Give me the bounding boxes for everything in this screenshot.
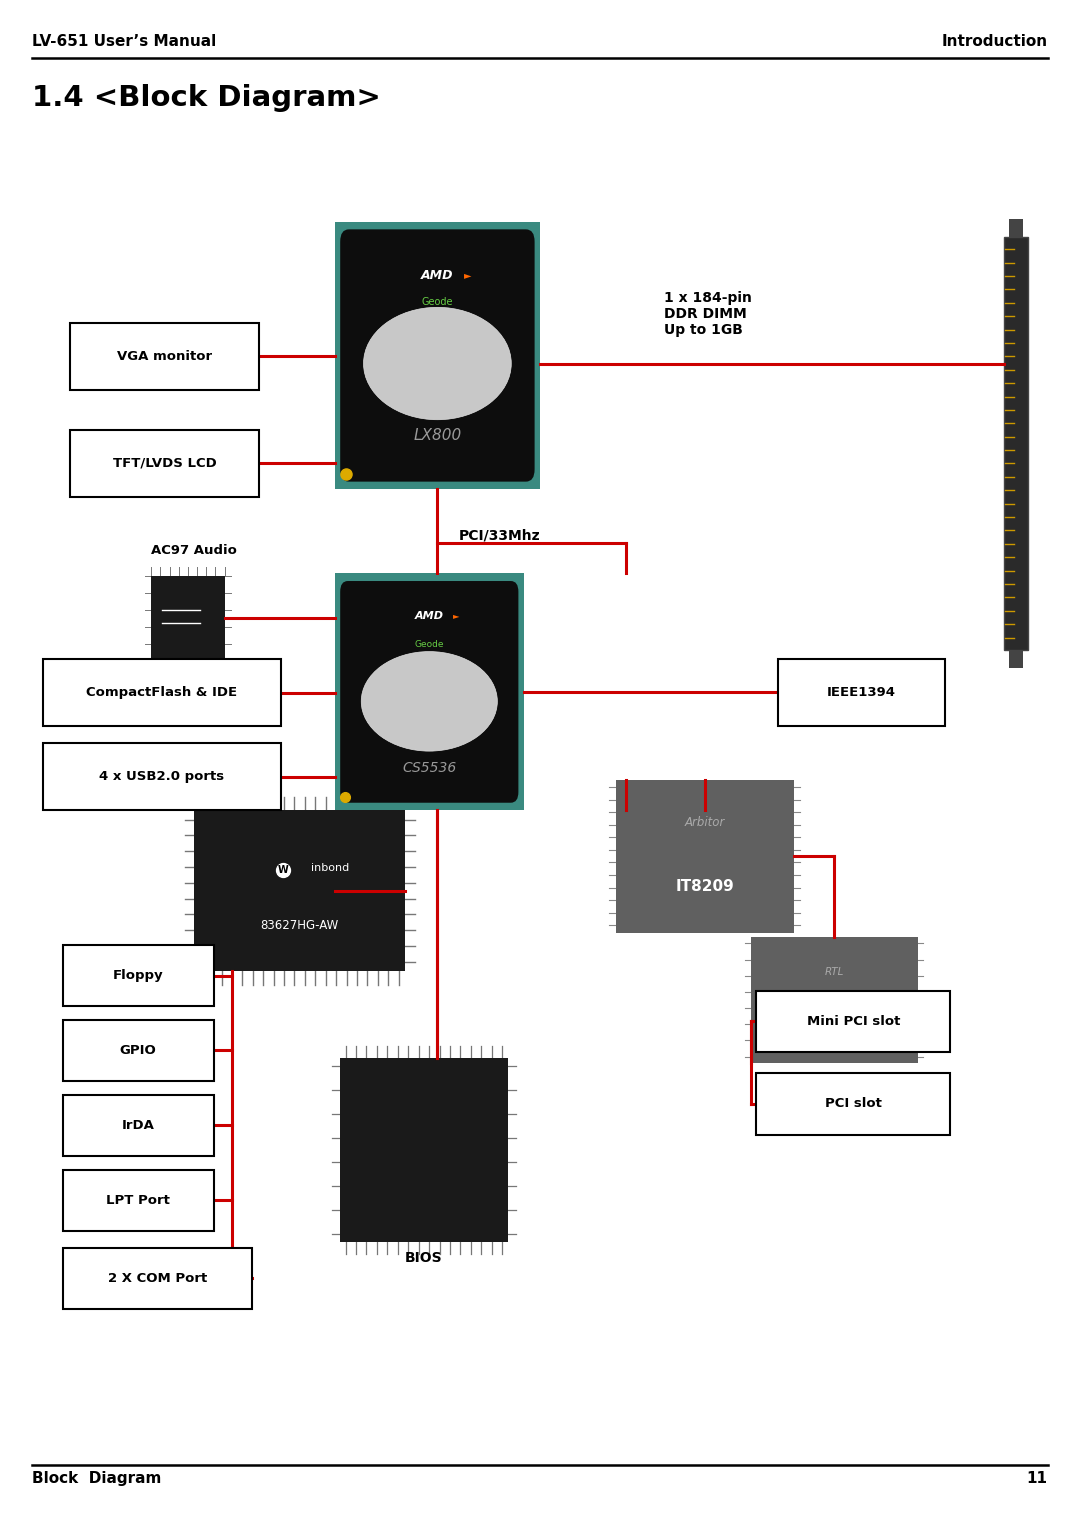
FancyBboxPatch shape [1009,219,1024,237]
Text: IrDA: IrDA [122,1119,154,1131]
Text: BIOS: BIOS [405,1251,442,1264]
Text: LPT Port: LPT Port [106,1194,171,1206]
Text: LV-651 User’s Manual: LV-651 User’s Manual [32,34,217,49]
FancyBboxPatch shape [616,780,794,933]
Text: 8110S-32: 8110S-32 [799,1021,869,1034]
FancyBboxPatch shape [63,1170,214,1231]
Text: W: W [279,865,288,875]
Text: Geode: Geode [415,641,444,648]
Ellipse shape [361,651,497,751]
Text: 1.4 <Block Diagram>: 1.4 <Block Diagram> [32,84,381,112]
Text: VGA monitor: VGA monitor [117,350,213,362]
Text: IEEE1394: IEEE1394 [827,687,895,699]
Text: AMD: AMD [421,269,454,281]
Text: ►: ► [454,612,460,621]
Text: inbond: inbond [311,864,349,873]
Text: 83627HG-AW: 83627HG-AW [260,919,339,933]
FancyBboxPatch shape [1004,237,1028,650]
Text: 4 x USB2.0 ports: 4 x USB2.0 ports [99,771,225,783]
FancyBboxPatch shape [70,430,259,497]
Text: CompactFlash & IDE: CompactFlash & IDE [86,687,238,699]
Text: Geode: Geode [421,297,454,307]
FancyBboxPatch shape [340,581,518,803]
FancyBboxPatch shape [63,1248,252,1309]
FancyBboxPatch shape [43,659,281,726]
FancyBboxPatch shape [1009,650,1024,668]
FancyBboxPatch shape [778,659,945,726]
Text: Introduction: Introduction [942,34,1048,49]
Ellipse shape [364,307,511,419]
Text: ►: ► [464,271,472,280]
FancyBboxPatch shape [63,1095,214,1156]
Text: GPIO: GPIO [120,1044,157,1057]
Text: Block  Diagram: Block Diagram [32,1471,162,1486]
FancyBboxPatch shape [335,573,524,810]
FancyBboxPatch shape [756,991,950,1052]
FancyBboxPatch shape [340,229,535,482]
Text: AC97 Audio: AC97 Audio [151,543,238,557]
Text: AMD: AMD [415,612,444,621]
Text: PCI slot: PCI slot [825,1098,881,1110]
Text: Floppy: Floppy [113,969,163,982]
FancyBboxPatch shape [335,222,540,489]
Text: Arbitor: Arbitor [685,816,725,829]
Text: 11: 11 [1027,1471,1048,1486]
Text: 1 x 184-pin
DDR DIMM
Up to 1GB: 1 x 184-pin DDR DIMM Up to 1GB [664,291,752,336]
Text: IT8209: IT8209 [675,879,734,894]
Text: Mini PCI slot: Mini PCI slot [807,1015,900,1027]
Text: RTL: RTL [825,968,843,977]
FancyBboxPatch shape [194,810,405,971]
FancyBboxPatch shape [751,937,918,1063]
FancyBboxPatch shape [63,1020,214,1081]
Text: 2 X COM Port: 2 X COM Port [108,1272,206,1284]
FancyBboxPatch shape [756,1073,950,1135]
Text: PCI/33Mhz: PCI/33Mhz [459,529,541,543]
Text: TFT/LVDS LCD: TFT/LVDS LCD [112,457,217,469]
FancyBboxPatch shape [43,743,281,810]
FancyBboxPatch shape [70,323,259,390]
Text: LX800: LX800 [414,428,461,443]
Text: CS5536: CS5536 [402,761,457,775]
FancyBboxPatch shape [340,1058,508,1242]
FancyBboxPatch shape [151,576,225,661]
FancyBboxPatch shape [63,945,214,1006]
